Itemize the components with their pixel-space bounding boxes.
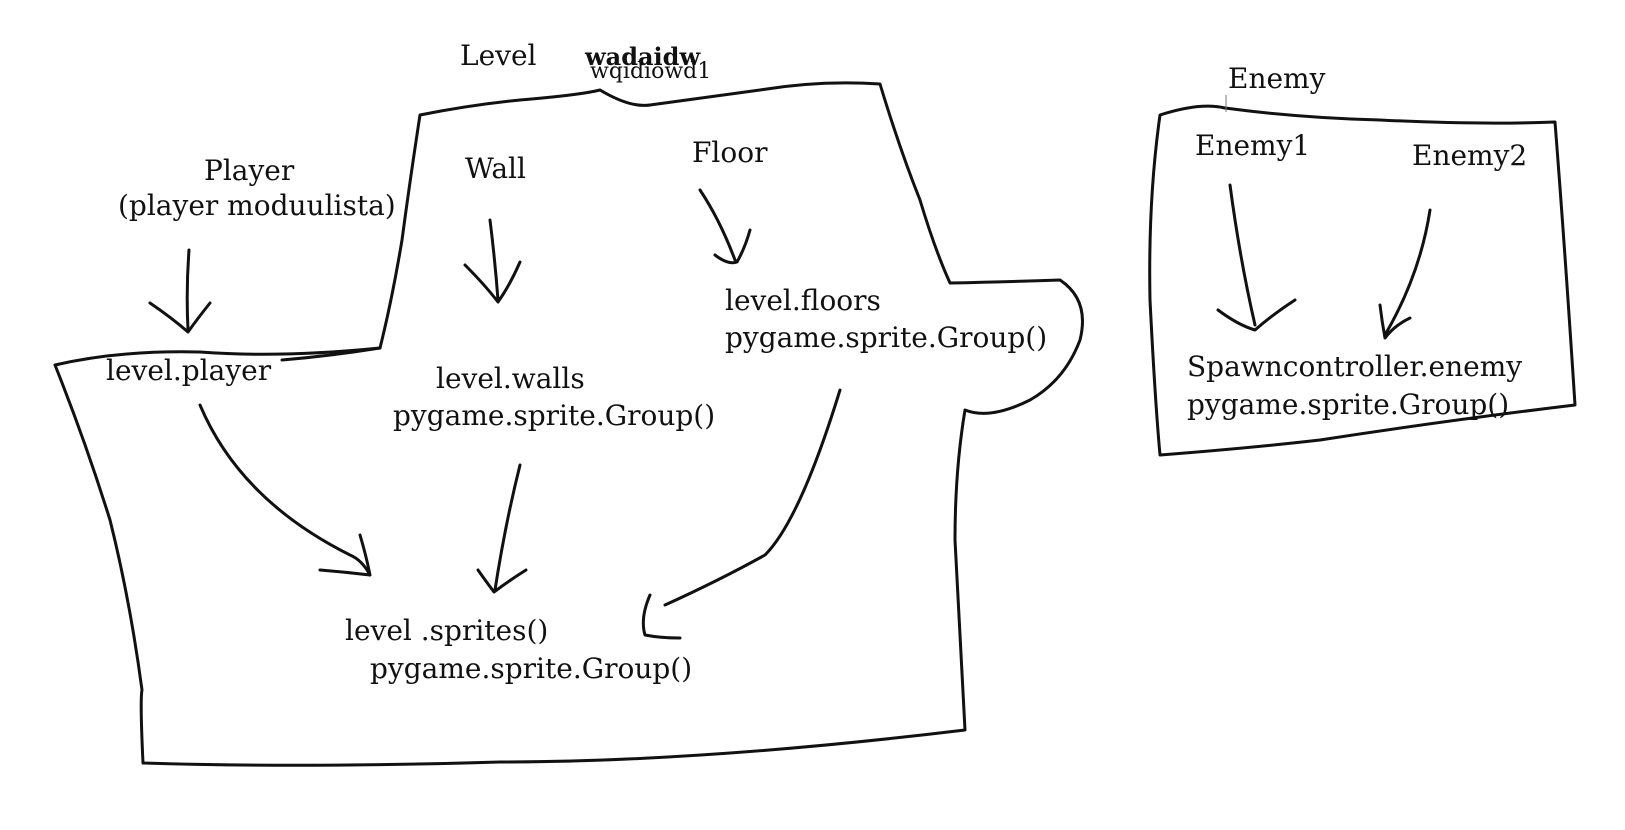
level-player-attr: level.player [106,354,272,387]
enemy-group-line2: pygame.sprite.Group() [1187,388,1509,421]
player-to-sprites-arrow [200,405,370,575]
walls-to-sprites-arrow [478,465,526,592]
enemy1-label: Enemy1 [1195,129,1310,162]
enemy2-arrow [1380,210,1430,338]
walls-group-line2: pygame.sprite.Group() [393,399,715,432]
wall-arrow [465,220,520,302]
enemy-group-line1: Spawncontroller.enemy [1187,350,1522,383]
floor-arrow [700,190,750,263]
enemy2-label: Enemy2 [1412,139,1527,172]
level-scribble-bottom: wqidiowd1 [590,59,711,84]
sprites-line2: pygame.sprite.Group() [370,652,692,685]
enemy1-arrow [1218,185,1295,330]
player-title: Player [204,154,295,187]
floors-group-line2: pygame.sprite.Group() [725,321,1047,354]
wall-title: Wall [465,152,526,185]
player-arrow [150,250,210,332]
player-subtitle: (player moduulista) [118,189,396,222]
floors-group-line1: level.floors [725,284,881,317]
floor-title: Floor [692,136,768,169]
level-title: Level [460,39,537,72]
sprites-line1: level .sprites() [345,614,548,647]
walls-group-line1: level.walls [436,362,585,395]
enemy-title: Enemy [1228,62,1326,95]
